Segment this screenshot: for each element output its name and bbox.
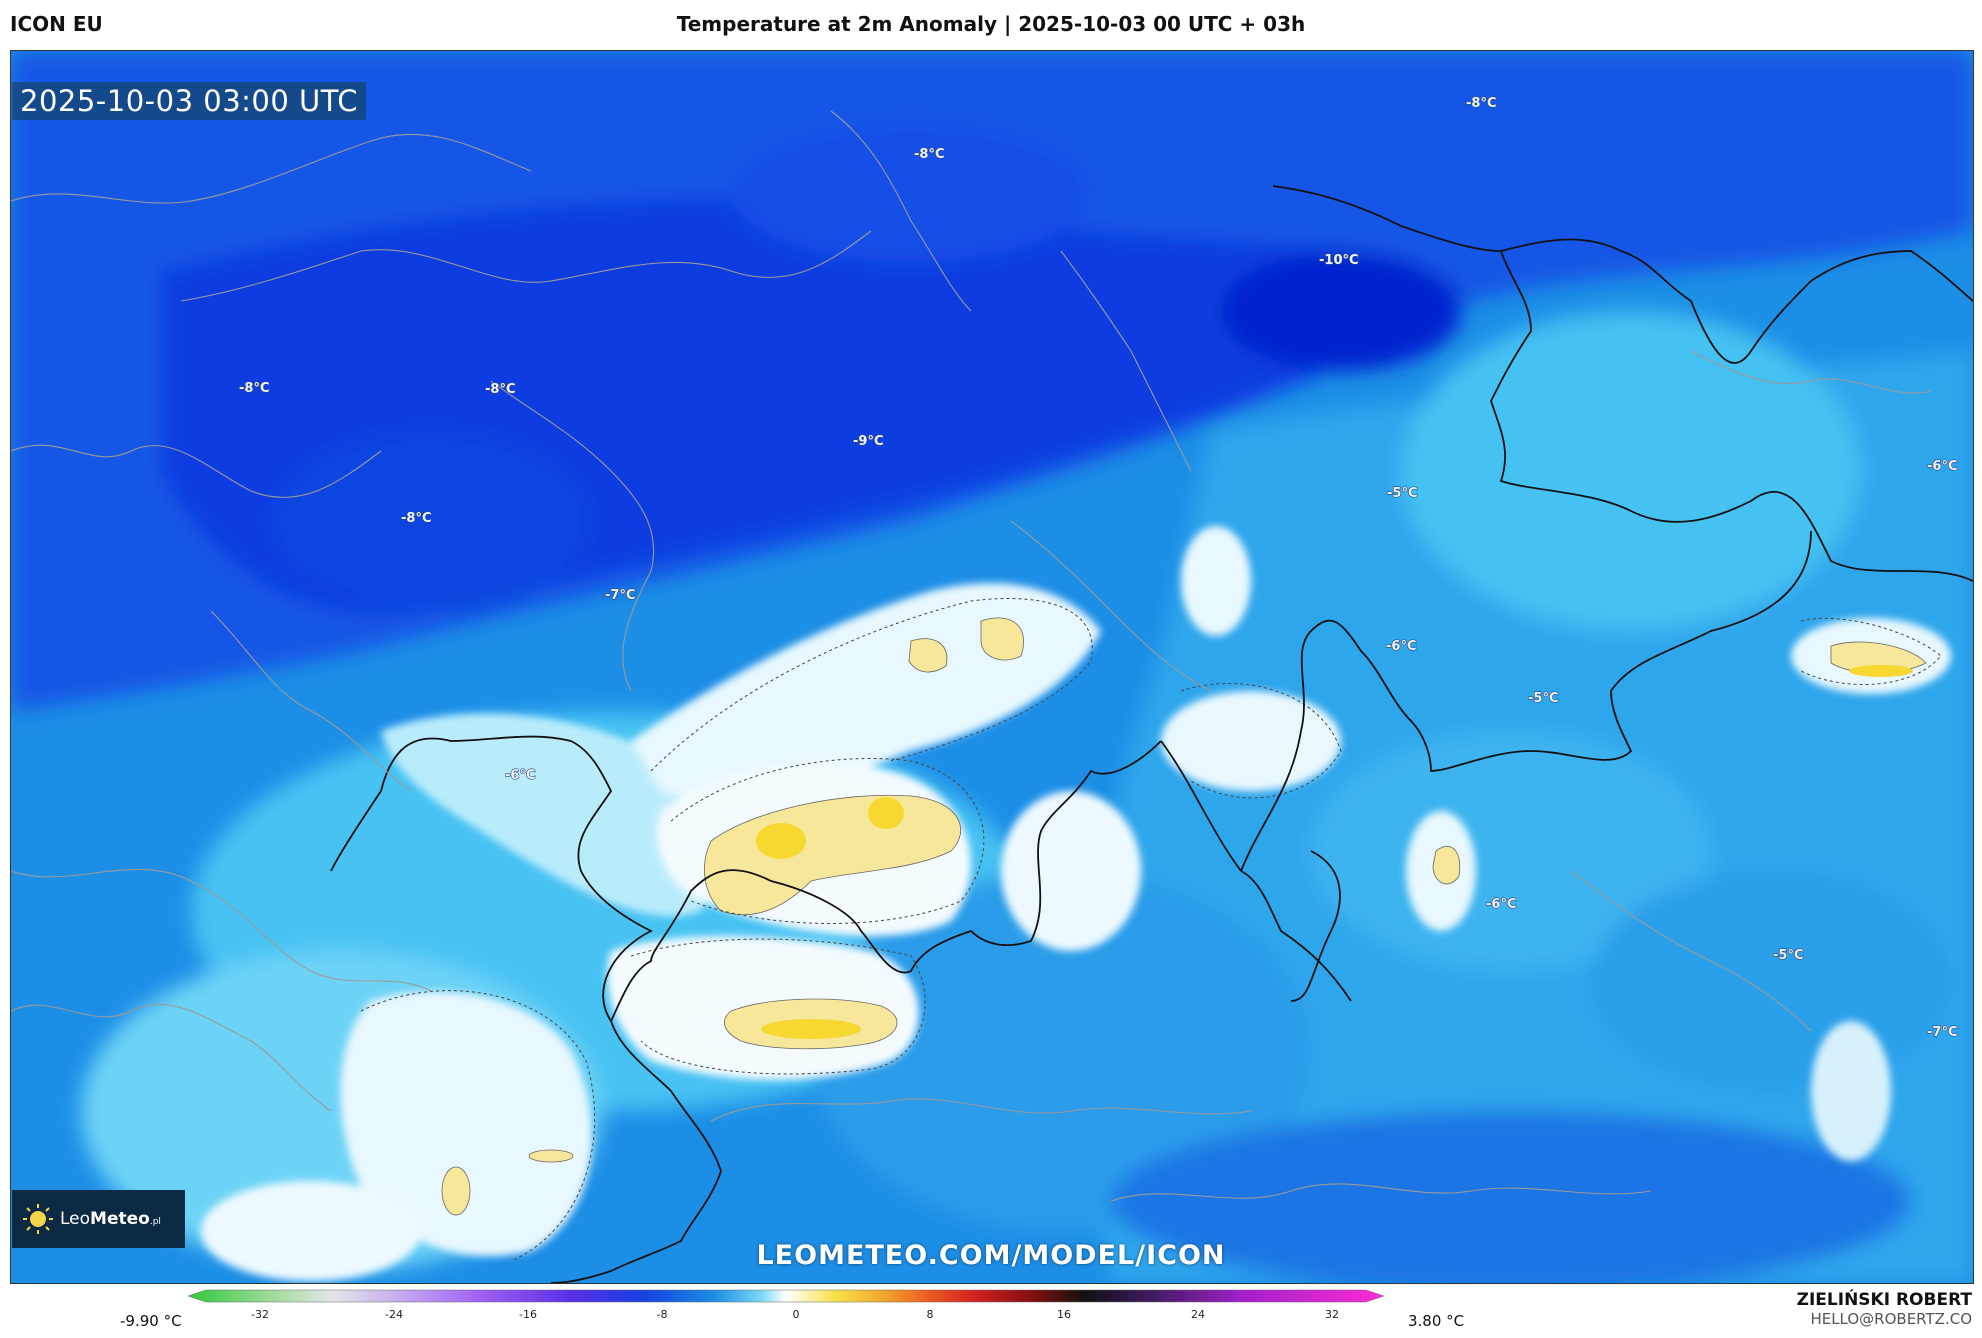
isotherm-label: -5°C (1528, 691, 1558, 706)
country-borders (330, 185, 1973, 1283)
region-borders (11, 110, 1932, 1202)
isotherm-label: -5°C (1773, 948, 1803, 963)
colorbar-ticks: -32 -24 -16 -8 0 8 16 24 32 (251, 1308, 1339, 1321)
isotherm-label: -8°C (401, 511, 431, 526)
colorbar-tick: 24 (1191, 1308, 1205, 1321)
core-warm-cells (756, 665, 1913, 1039)
colorbar-tick: 8 (927, 1308, 934, 1321)
colorbar-tick: 32 (1325, 1308, 1339, 1321)
temperature-anomaly-map: -8°C -8°C -10°C -8°C -8°C -9°C -8°C -7°C… (10, 50, 1974, 1284)
isotherm-label: -9°C (853, 434, 883, 449)
colorbar-tick: -16 (519, 1308, 537, 1321)
model-name: ICON EU (10, 12, 103, 36)
author-name: ZIELIŃSKI ROBERT (1796, 1290, 1972, 1310)
logo-text: LeoMeteo.pl (60, 1209, 161, 1229)
isotherm-label: -8°C (239, 381, 269, 396)
author-email[interactable]: HELLO@ROBERTZ.CO (1810, 1310, 1972, 1328)
sun-icon (23, 1204, 53, 1234)
colorbar-tick: -24 (385, 1308, 403, 1321)
isotherm-label: -10°C (1319, 253, 1359, 268)
isotherm-labels: -8°C -8°C -10°C -8°C -8°C -9°C -8°C -7°C… (238, 95, 1958, 1040)
isotherm-label: -6°C (1486, 897, 1516, 912)
isotherm-label: -6°C (1386, 639, 1416, 654)
isotherm-label: -5°C (1387, 486, 1417, 501)
map-canvas: -8°C -8°C -10°C -8°C -8°C -9°C -8°C -7°C… (11, 51, 1973, 1283)
isotherm-label: -8°C (1466, 96, 1496, 111)
colorbar-tick: -8 (657, 1308, 668, 1321)
colorbar: -32 -24 -16 -8 0 8 16 24 32 (187, 1289, 1385, 1321)
isotherm-label: -6°C (1927, 459, 1957, 474)
colorbar-tick: 0 (793, 1308, 800, 1321)
isotherm-label: -7°C (605, 588, 635, 603)
colorbar-max-label: 3.80 °C (1408, 1312, 1465, 1330)
timestamp-badge: 2025-10-03 03:00 UTC (12, 82, 367, 120)
map-title: Temperature at 2m Anomaly | 2025-10-03 0… (676, 12, 1306, 36)
isotherm-label: -8°C (914, 147, 944, 162)
isotherm-label: -6°C (505, 768, 535, 783)
leometeo-logo[interactable]: LeoMeteo.pl (12, 1190, 185, 1248)
colorbar-tick: 16 (1057, 1308, 1071, 1321)
author-credit: ZIELIŃSKI ROBERT HELLO@ROBERTZ.CO (1797, 1290, 1972, 1328)
isotherm-label: -8°C (485, 382, 515, 397)
isotherm-label: -7°C (1927, 1025, 1957, 1040)
colorbar-tick: -32 (251, 1308, 269, 1321)
colorbar-min-label: -9.90 °C (120, 1312, 182, 1330)
watermark-url: LEOMETEO.COM/MODEL/ICON (756, 1240, 1226, 1271)
contour-lines (360, 598, 1942, 1262)
